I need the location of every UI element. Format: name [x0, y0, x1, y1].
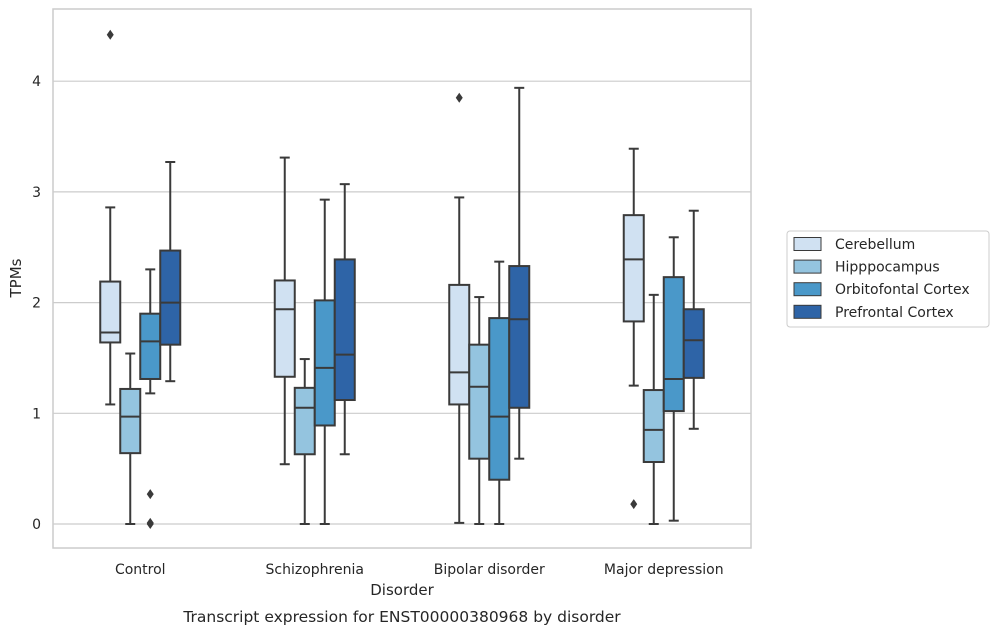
outlier-point — [146, 489, 154, 500]
box — [468, 343, 491, 460]
chart-caption: Transcript expression for ENST0000038096… — [182, 608, 621, 626]
plot-frame — [52, 8, 752, 549]
y-tick-label: 3 — [32, 185, 41, 201]
box — [333, 258, 356, 402]
box — [313, 299, 336, 427]
legend: Cerebellum Hipppocampus Orbitofontal Corte… — [786, 230, 990, 328]
outlier-point — [106, 29, 114, 40]
box — [139, 312, 162, 380]
box — [119, 387, 142, 455]
outlier-point — [455, 92, 463, 103]
box — [508, 265, 531, 409]
y-tick-label: 4 — [32, 74, 41, 90]
legend-label: Prefrontal Cortex — [835, 305, 954, 321]
box — [448, 283, 471, 406]
box-group — [99, 29, 705, 529]
legend-frame — [786, 230, 990, 328]
y-tick-label: 1 — [32, 406, 41, 422]
legend-swatch — [793, 304, 822, 319]
box — [159, 249, 182, 346]
x-tick-label: Major depression — [604, 562, 724, 578]
box — [642, 389, 665, 464]
legend-label: Orbitofontal Cortex — [835, 282, 970, 298]
box — [99, 280, 122, 344]
x-tick-label: Bipolar disorder — [434, 562, 545, 578]
y-axis-label: TPMs — [7, 258, 25, 298]
box — [273, 279, 296, 378]
box — [682, 308, 705, 379]
y-axis-ticks: 0 1 2 3 4 — [32, 74, 41, 533]
x-tick-label: Schizophrenia — [266, 562, 364, 578]
outlier-point — [146, 519, 154, 529]
outlier-point — [630, 499, 638, 510]
legend-label: Hipppocampus — [835, 260, 940, 276]
y-tick-label: 2 — [32, 296, 41, 312]
legend-swatch — [793, 237, 822, 251]
x-axis-label: Disorder — [370, 581, 434, 599]
legend-swatch — [793, 282, 822, 297]
box — [662, 276, 685, 413]
box — [488, 317, 511, 481]
box — [622, 214, 645, 323]
x-axis-ticks: Control Schizophrenia Bipolar disorder Majo… — [115, 562, 724, 578]
x-tick-label: Control — [115, 562, 166, 578]
legend-label: Cerebellum — [835, 237, 915, 253]
y-tick-label: 0 — [32, 517, 41, 533]
legend-swatch — [793, 259, 822, 274]
box — [293, 386, 316, 456]
